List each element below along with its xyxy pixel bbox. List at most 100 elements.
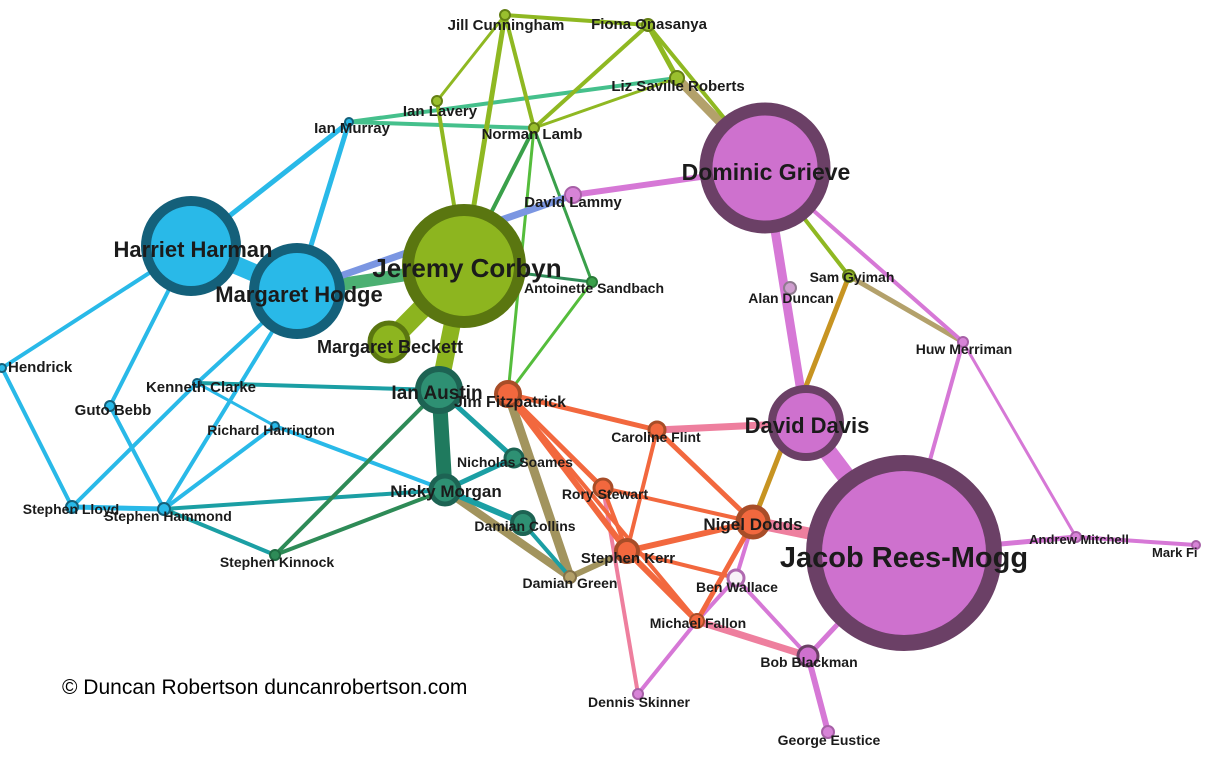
node-michael-fallon[interactable] bbox=[689, 613, 705, 629]
label-nicky-morgan: Nicky Morgan bbox=[390, 482, 501, 501]
label-jacob-rees-mogg: Jacob Rees-Mogg bbox=[780, 542, 1028, 574]
node-dominic-grieve[interactable] bbox=[699, 102, 831, 234]
label-david-lammy: David Lammy bbox=[524, 194, 622, 211]
node-jim-fitzpatrick[interactable] bbox=[494, 380, 522, 408]
node-alan-duncan[interactable] bbox=[783, 281, 797, 295]
node-jacob-rees-mogg[interactable] bbox=[806, 455, 1002, 651]
label-liz-saville-roberts: Liz Saville Roberts bbox=[611, 78, 744, 95]
node-stephen-lloyd[interactable] bbox=[65, 500, 79, 514]
edge-stephen-lloyd--stephen-hammond bbox=[69, 504, 167, 512]
labels-layer: Jill Cunningham Fiona Onasanya Liz Saville… bbox=[8, 16, 1198, 748]
node-dennis-skinner[interactable] bbox=[632, 688, 644, 700]
edge-jim-fitzpatrick--rory-stewart bbox=[505, 391, 606, 491]
node-kenneth-clarke[interactable] bbox=[192, 378, 202, 388]
edge-stephen-kinnock--ian-austin bbox=[273, 388, 441, 557]
node-harriet-harman[interactable] bbox=[141, 196, 241, 296]
node-liz-saville-roberts[interactable] bbox=[669, 70, 685, 86]
label-stephen-kinnock: Stephen Kinnock bbox=[220, 554, 335, 570]
edge-richard-harrington--nicky-morgan bbox=[273, 424, 447, 492]
node-margaret-hodge[interactable] bbox=[249, 243, 345, 339]
edge-jill-cunningham--ian-lavery bbox=[435, 13, 507, 103]
label-damian-green: Damian Green bbox=[523, 575, 618, 591]
node-jill-cunningham[interactable] bbox=[499, 9, 511, 21]
edge-stephen-hammond--stephen-kinnock bbox=[162, 507, 277, 557]
node-stephen-kerr[interactable] bbox=[614, 538, 640, 564]
label-dennis-skinner: Dennis Skinner bbox=[588, 694, 690, 710]
node-nicky-morgan[interactable] bbox=[428, 473, 462, 507]
edge-stephen-kerr--ben-wallace bbox=[625, 549, 738, 580]
edge-michael-fallon--dennis-skinner bbox=[636, 619, 699, 696]
node-caroline-flint[interactable] bbox=[647, 420, 667, 440]
node-damian-green[interactable] bbox=[563, 570, 577, 584]
edge-bob-blackman--ben-wallace bbox=[734, 576, 810, 658]
node-antoinette-sandbach[interactable] bbox=[586, 276, 598, 288]
edge-caroline-flint--nigel-dodds bbox=[654, 427, 756, 525]
edge-richard-harrington--stephen-hammond bbox=[162, 424, 277, 511]
label-fiona-onasanya: Fiona Onasanya bbox=[591, 16, 708, 33]
label-nigel-dodds: Nigel Dodds bbox=[703, 515, 802, 534]
label-mark-field: Mark Fi bbox=[1152, 545, 1198, 560]
node-hendrick[interactable] bbox=[0, 363, 7, 373]
label-stephen-hammond: Stephen Hammond bbox=[104, 508, 232, 524]
node-jeremy-corbyn[interactable] bbox=[402, 204, 526, 328]
node-rory-stewart[interactable] bbox=[592, 477, 614, 499]
node-andrew-mitchell[interactable] bbox=[1070, 531, 1082, 543]
nodes-layer bbox=[0, 9, 1201, 739]
label-huw-merriman: Huw Merriman bbox=[916, 341, 1012, 357]
node-bob-blackman[interactable] bbox=[796, 644, 820, 668]
edge-sam-gyimah--huw-merriman bbox=[846, 273, 966, 345]
node-ian-murray[interactable] bbox=[344, 117, 354, 127]
edge-kenneth-clarke--ian-austin bbox=[195, 381, 441, 392]
edge-kenneth-clarke--stephen-lloyd bbox=[70, 381, 199, 509]
node-mark-field[interactable] bbox=[1191, 540, 1201, 550]
node-stephen-hammond[interactable] bbox=[157, 502, 171, 516]
edge-rory-stewart--nigel-dodds bbox=[601, 486, 755, 524]
edge-jim-fitzpatrick--antoinette-sandbach bbox=[506, 280, 594, 396]
edge-jill-cunningham--norman-lamb bbox=[503, 13, 536, 130]
node-david-davis[interactable] bbox=[768, 385, 844, 461]
node-sam-gyimah[interactable] bbox=[842, 269, 856, 283]
node-ian-austin[interactable] bbox=[415, 366, 463, 414]
edge-nicky-morgan--damian-green bbox=[441, 486, 574, 581]
edge-andrew-mitchell--mark-field bbox=[1074, 535, 1198, 547]
label-george-eustice: George Eustice bbox=[778, 732, 881, 748]
node-margaret-beckett[interactable] bbox=[367, 320, 411, 364]
label-david-davis: David Davis bbox=[745, 413, 870, 438]
label-jeremy-corbyn: Jeremy Corbyn bbox=[372, 253, 561, 283]
node-nigel-dodds[interactable] bbox=[735, 504, 771, 540]
node-norman-lamb[interactable] bbox=[528, 122, 540, 134]
label-michael-fallon: Michael Fallon bbox=[650, 615, 746, 631]
node-ian-lavery[interactable] bbox=[431, 95, 443, 107]
node-damian-collins[interactable] bbox=[510, 510, 536, 536]
label-damian-collins: Damian Collins bbox=[474, 518, 575, 534]
node-huw-merriman[interactable] bbox=[957, 336, 969, 348]
label-jim-fitzpatrick: Jim Fitzpatrick bbox=[454, 394, 566, 411]
node-nicholas-soames[interactable] bbox=[503, 447, 525, 469]
edge-huw-merriman--andrew-mitchell bbox=[961, 340, 1078, 539]
edge-stephen-kinnock--nicky-morgan bbox=[273, 488, 447, 557]
edge-stephen-kerr--nigel-dodds bbox=[624, 519, 756, 554]
node-ben-wallace[interactable] bbox=[726, 568, 746, 588]
edge-jim-fitzpatrick--caroline-flint bbox=[505, 391, 660, 433]
label-margaret-beckett: Margaret Beckett bbox=[317, 337, 463, 357]
edge-guto-bebb--stephen-hammond bbox=[108, 404, 166, 511]
label-guto-bebb: Guto Bebb bbox=[75, 402, 152, 419]
label-margaret-hodge: Margaret Hodge bbox=[215, 282, 382, 307]
node-stephen-kinnock[interactable] bbox=[269, 549, 281, 561]
edge-ian-murray--liz-saville-roberts bbox=[347, 76, 679, 124]
label-stephen-lloyd: Stephen Lloyd bbox=[23, 501, 119, 517]
edge-jim-fitzpatrick--michael-fallon bbox=[506, 392, 699, 623]
node-george-eustice[interactable] bbox=[821, 725, 835, 739]
label-rory-stewart: Rory Stewart bbox=[562, 486, 649, 502]
label-stephen-kerr: Stephen Kerr bbox=[581, 550, 675, 567]
node-david-lammy[interactable] bbox=[564, 186, 582, 204]
label-hendrick: Hendrick bbox=[8, 359, 73, 376]
node-richard-harrington[interactable] bbox=[270, 421, 280, 431]
node-fiona-onasanya[interactable] bbox=[641, 18, 655, 32]
node-guto-bebb[interactable] bbox=[104, 400, 116, 412]
edge-bob-blackman--george-eustice bbox=[805, 653, 831, 735]
label-caroline-flint: Caroline Flint bbox=[611, 429, 701, 445]
edge-stephen-kerr--michael-fallon bbox=[624, 548, 700, 624]
